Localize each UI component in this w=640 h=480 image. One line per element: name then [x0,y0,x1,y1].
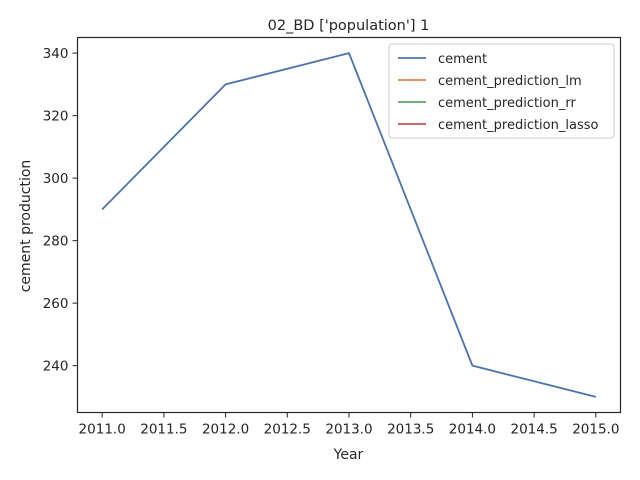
legend-label: cement_prediction_lm [438,74,582,89]
x-tick-label: 2014.5 [510,422,557,438]
x-tick-label: 2012.5 [264,422,311,438]
x-tick-label: 2011.0 [79,422,126,438]
y-tick-label: 300 [43,171,69,187]
legend: cement cement_prediction_lm cement_predict… [388,43,615,139]
y-tick-label: 340 [43,46,69,62]
x-tick-label: 2011.5 [140,422,187,438]
plot-lines [101,52,597,398]
y-tick-label: 240 [43,359,69,375]
x-axis-label: Year [333,447,364,463]
x-tick-label: 2012.0 [202,422,249,438]
x-tick-label: 2013.0 [325,422,372,438]
legend-label: cement [438,52,487,67]
plot-frame [76,36,622,414]
chart-title: 02_BD ['population'] 1 [268,18,430,34]
y-tick-label: 280 [43,234,69,250]
y-tick-label: 260 [43,296,69,312]
legend-box [388,43,615,139]
legend-label: cement_prediction_rr [438,96,576,111]
x-tick-label: 2015.0 [572,422,619,438]
y-axis-ticks: 240 260 280 300 320 340 [43,46,78,375]
legend-label: cement_prediction_lasso [438,118,598,133]
x-tick-label: 2014.0 [449,422,496,438]
y-tick-label: 320 [43,109,69,125]
x-axis-ticks: 2011.0 2011.5 2012.0 2012.5 2013.0 2013.5 2014… [79,412,619,438]
y-axis-label: cement production [18,160,34,293]
x-tick-label: 2013.5 [387,422,434,438]
